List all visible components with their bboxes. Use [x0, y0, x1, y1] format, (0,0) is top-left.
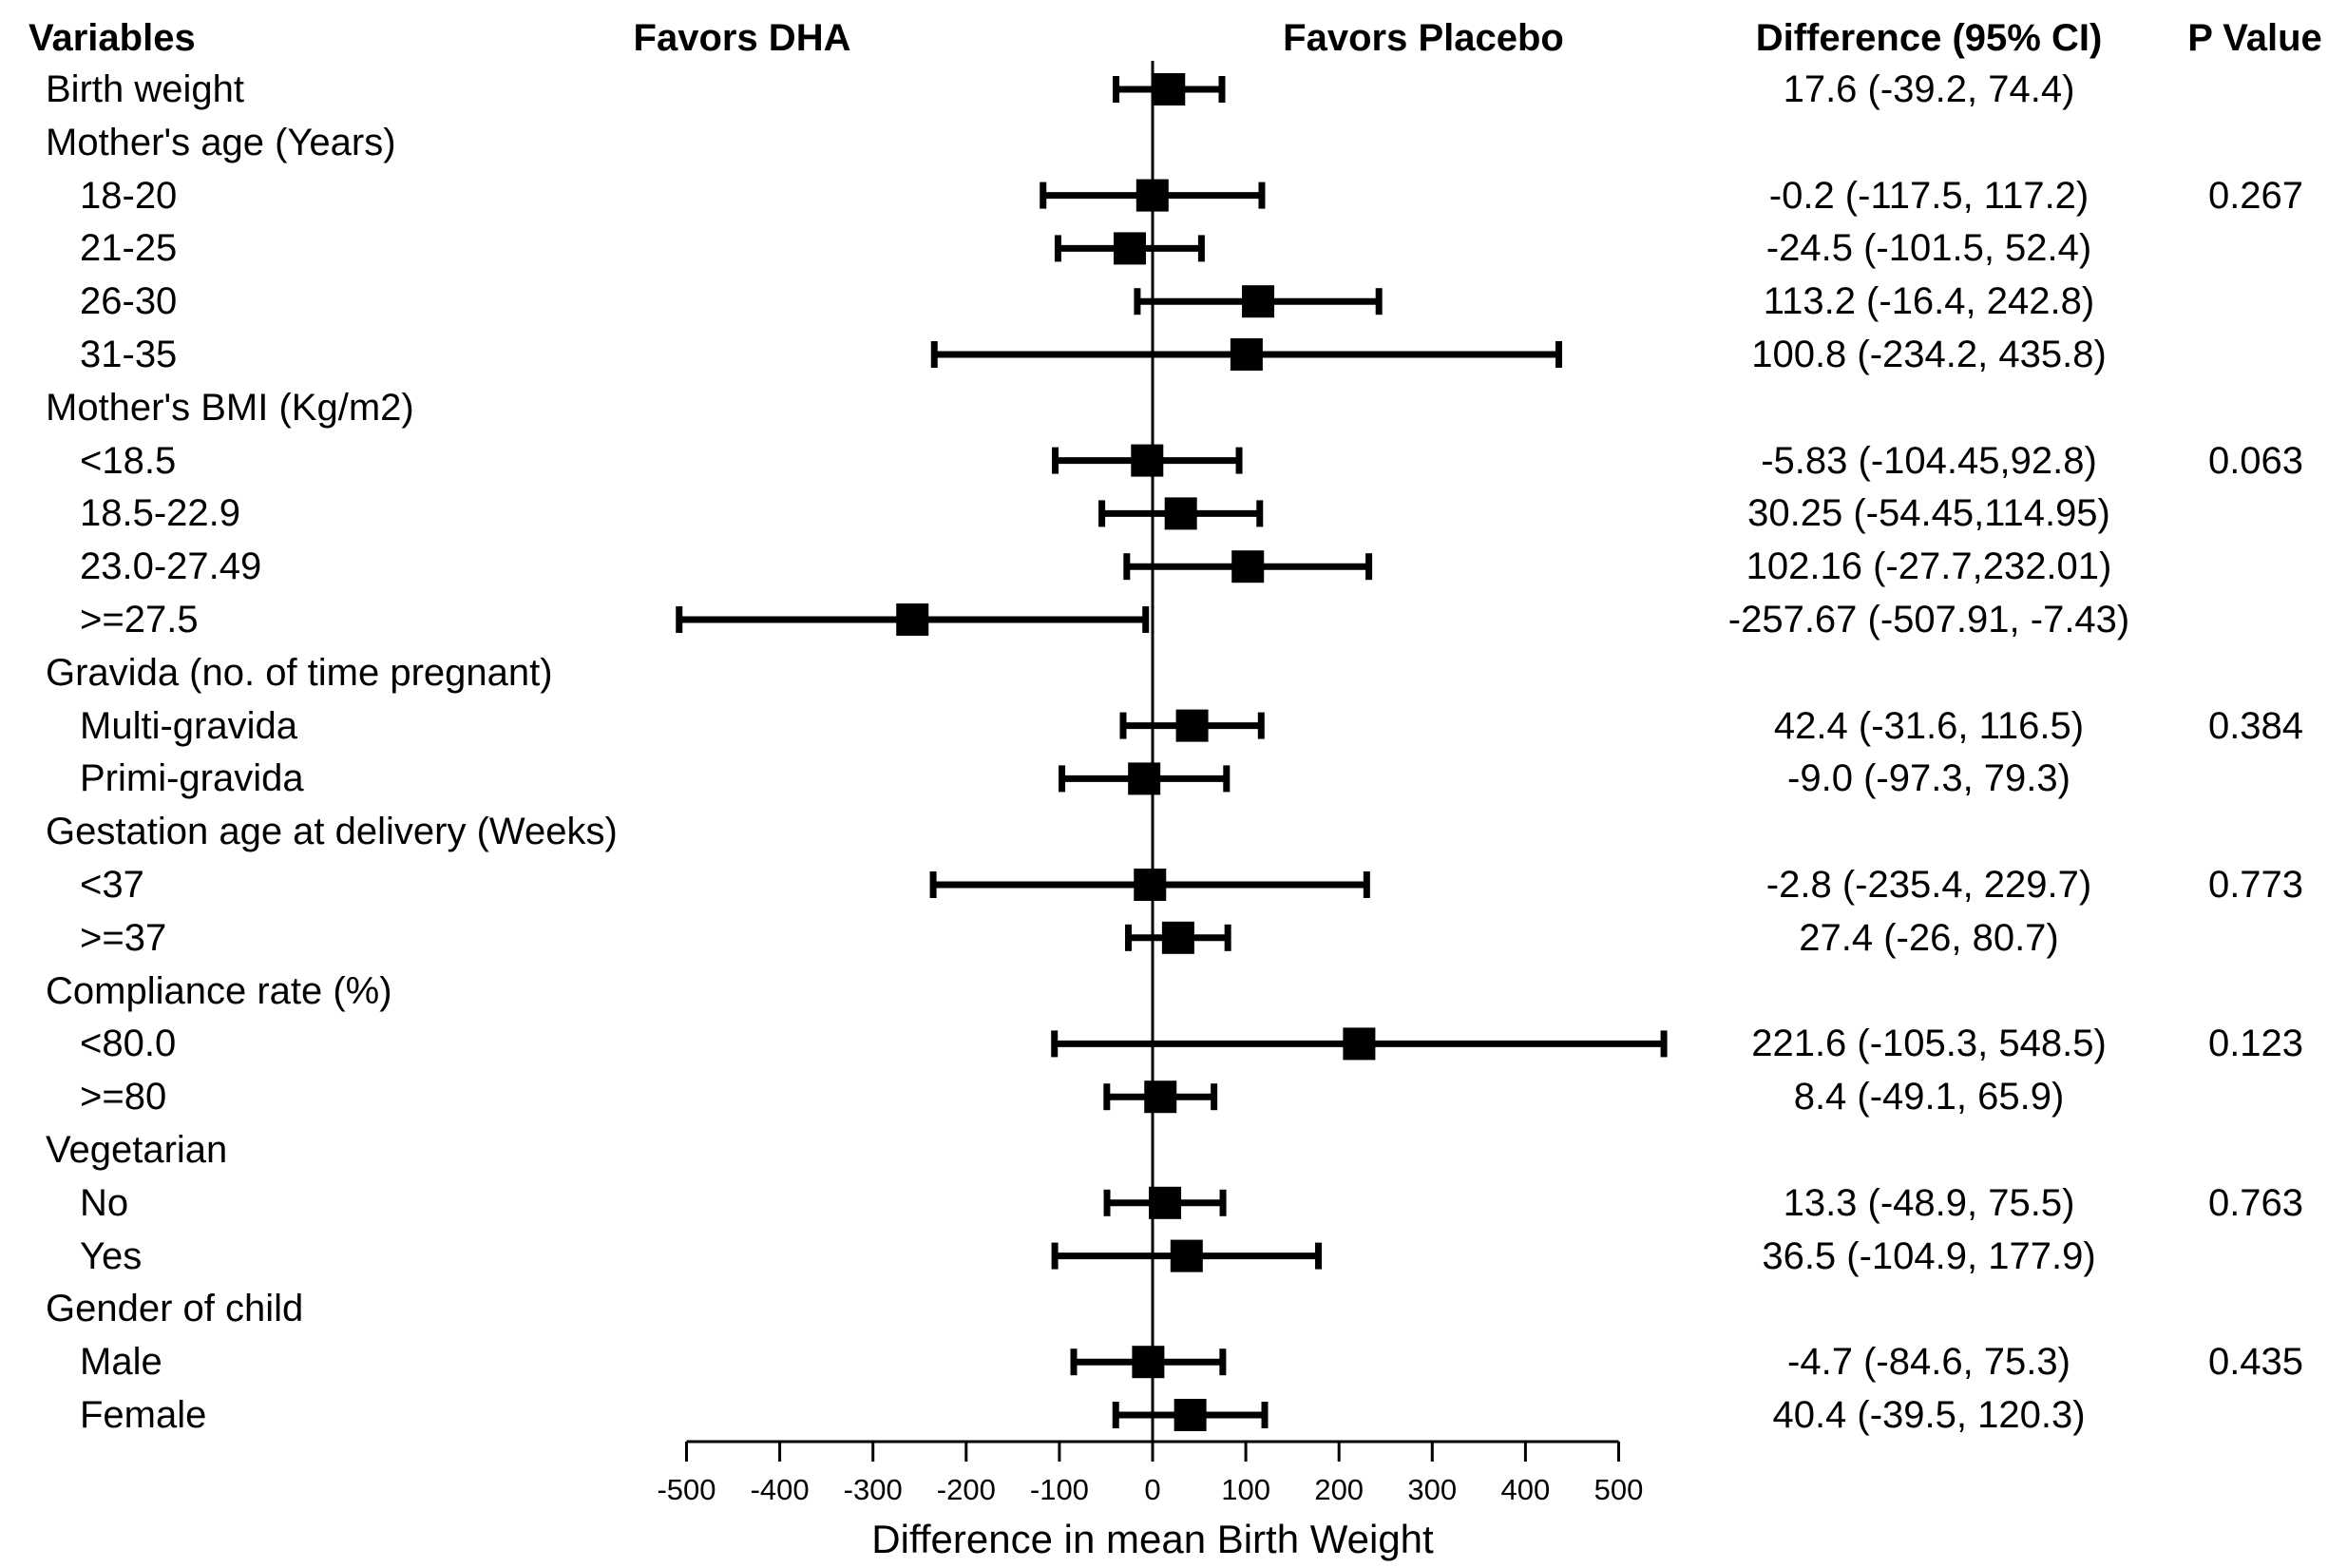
- row-label-item: Yes: [80, 1235, 143, 1277]
- column-header-favors-placebo: Favors Placebo: [1283, 17, 1564, 59]
- estimate-marker: [1174, 1399, 1207, 1431]
- row-label-group: Gravida (no. of time pregnant): [46, 652, 553, 694]
- estimate-marker: [1132, 1346, 1165, 1379]
- row-label-item: 18-20: [80, 175, 178, 217]
- x-axis-tick-label: -100: [1030, 1473, 1089, 1506]
- row-label-item: 18.5-22.9: [80, 492, 241, 534]
- x-axis-tick-label: 200: [1314, 1473, 1364, 1506]
- p-value: 0.123: [2207, 1023, 2304, 1064]
- x-axis-title: Difference in mean Birth Weight: [871, 1517, 1434, 1561]
- x-axis-tick-label: -200: [937, 1473, 996, 1506]
- row-label-group: Gender of child: [46, 1288, 304, 1329]
- estimate-marker: [1131, 444, 1164, 477]
- difference-ci-value: -0.2 (-117.5, 117.2): [1768, 175, 2089, 217]
- row-label-item: 23.0-27.49: [80, 545, 262, 587]
- estimate-marker: [1175, 709, 1209, 742]
- row-label-item: >=80: [80, 1076, 167, 1118]
- difference-ci-value: -4.7 (-84.6, 75.3): [1787, 1341, 2070, 1383]
- estimate-marker: [1128, 762, 1161, 795]
- difference-ci-value: 8.4 (-49.1, 65.9): [1793, 1076, 2065, 1118]
- difference-ci-value: 17.6 (-39.2, 74.4): [1783, 68, 2075, 110]
- difference-ci-value: 100.8 (-234.2, 435.8): [1751, 334, 2107, 375]
- difference-ci-value: 42.4 (-31.6, 116.5): [1773, 705, 2085, 747]
- difference-ci-value: 40.4 (-39.5, 120.3): [1772, 1394, 2086, 1436]
- estimate-marker: [1161, 921, 1194, 954]
- row-label-item: >=27.5: [80, 599, 199, 641]
- difference-ci-value: -24.5 (-101.5, 52.4): [1765, 227, 2092, 269]
- x-axis-tick-label: 400: [1501, 1473, 1551, 1506]
- estimate-marker: [1343, 1027, 1376, 1061]
- estimate-marker: [1135, 179, 1169, 212]
- x-axis-tick-label: -400: [751, 1473, 810, 1506]
- p-value: 0.773: [2207, 864, 2304, 906]
- row-label-group: Vegetarian: [46, 1129, 228, 1171]
- row-label-item: >=37: [80, 917, 167, 959]
- row-label-item: Female: [80, 1394, 207, 1436]
- column-header-variables: Variables: [29, 17, 196, 59]
- estimate-marker: [1134, 869, 1167, 901]
- row-label-item: No: [80, 1182, 129, 1224]
- row-label-group: Mother's BMI (Kg/m2): [46, 387, 414, 429]
- row-label-item: <18.5: [80, 440, 177, 482]
- difference-ci-value: 13.3 (-48.9, 75.5): [1783, 1182, 2075, 1224]
- x-axis-tick-label: 300: [1407, 1473, 1457, 1506]
- row-label-item: 26-30: [80, 280, 178, 322]
- estimate-marker: [896, 603, 929, 636]
- row-label-item: <80.0: [80, 1023, 177, 1064]
- x-axis-tick-label: 500: [1594, 1473, 1644, 1506]
- row-label-group: Mother's age (Years): [46, 122, 396, 163]
- row-label-item: 21-25: [80, 227, 178, 269]
- row-label-item: Primi-gravida: [80, 757, 304, 799]
- column-header-difference-ci: Difference (95% CI): [1755, 17, 2103, 59]
- p-value: 0.763: [2207, 1182, 2304, 1224]
- row-label-item: Multi-gravida: [80, 705, 297, 747]
- difference-ci-value: 36.5 (-104.9, 177.9): [1762, 1235, 2096, 1277]
- row-label-group: Compliance rate (%): [46, 970, 392, 1012]
- row-label-item: Male: [80, 1341, 162, 1383]
- estimate-marker: [1153, 73, 1186, 105]
- x-axis-tick-label: -500: [657, 1473, 716, 1506]
- p-value: 0.384: [2207, 705, 2304, 747]
- difference-ci-value: -9.0 (-97.3, 79.3): [1787, 757, 2070, 799]
- estimate-marker: [1230, 338, 1263, 371]
- estimate-marker: [1231, 550, 1265, 583]
- column-header-p-value: P Value: [2187, 17, 2322, 59]
- estimate-marker: [1170, 1239, 1203, 1272]
- difference-ci-value: -5.83 (-104.45,92.8): [1761, 440, 2097, 482]
- p-value: 0.063: [2207, 440, 2304, 482]
- difference-ci-value: 27.4 (-26, 80.7): [1799, 917, 2059, 959]
- estimate-marker: [1113, 232, 1146, 265]
- difference-ci-value: -257.67 (-507.91, -7.43): [1727, 599, 2130, 641]
- row-label-item: <37: [80, 864, 144, 906]
- difference-ci-value: 102.16 (-27.7,232.01): [1746, 545, 2112, 587]
- difference-ci-value: 30.25 (-54.45,114.95): [1747, 492, 2110, 534]
- estimate-marker: [1144, 1080, 1177, 1114]
- p-value: 0.435: [2207, 1341, 2304, 1383]
- x-axis-tick-label: 100: [1221, 1473, 1270, 1506]
- estimate-marker: [1164, 497, 1197, 530]
- difference-ci-value: 113.2 (-16.4, 242.8): [1763, 280, 2095, 322]
- x-axis-tick-label: -300: [844, 1473, 903, 1506]
- row-label-group: Birth weight: [46, 68, 244, 110]
- difference-ci-value: -2.8 (-235.4, 229.7): [1765, 864, 2092, 906]
- difference-ci-value: 221.6 (-105.3, 548.5): [1751, 1023, 2107, 1064]
- x-axis-tick-label: 0: [1144, 1473, 1160, 1506]
- estimate-marker: [1242, 285, 1275, 318]
- row-label-group: Gestation age at delivery (Weeks): [46, 811, 618, 852]
- row-label-item: 31-35: [80, 334, 178, 375]
- estimate-marker: [1149, 1186, 1182, 1219]
- p-value: 0.267: [2207, 175, 2304, 217]
- column-header-favors-dha: Favors DHA: [633, 17, 851, 59]
